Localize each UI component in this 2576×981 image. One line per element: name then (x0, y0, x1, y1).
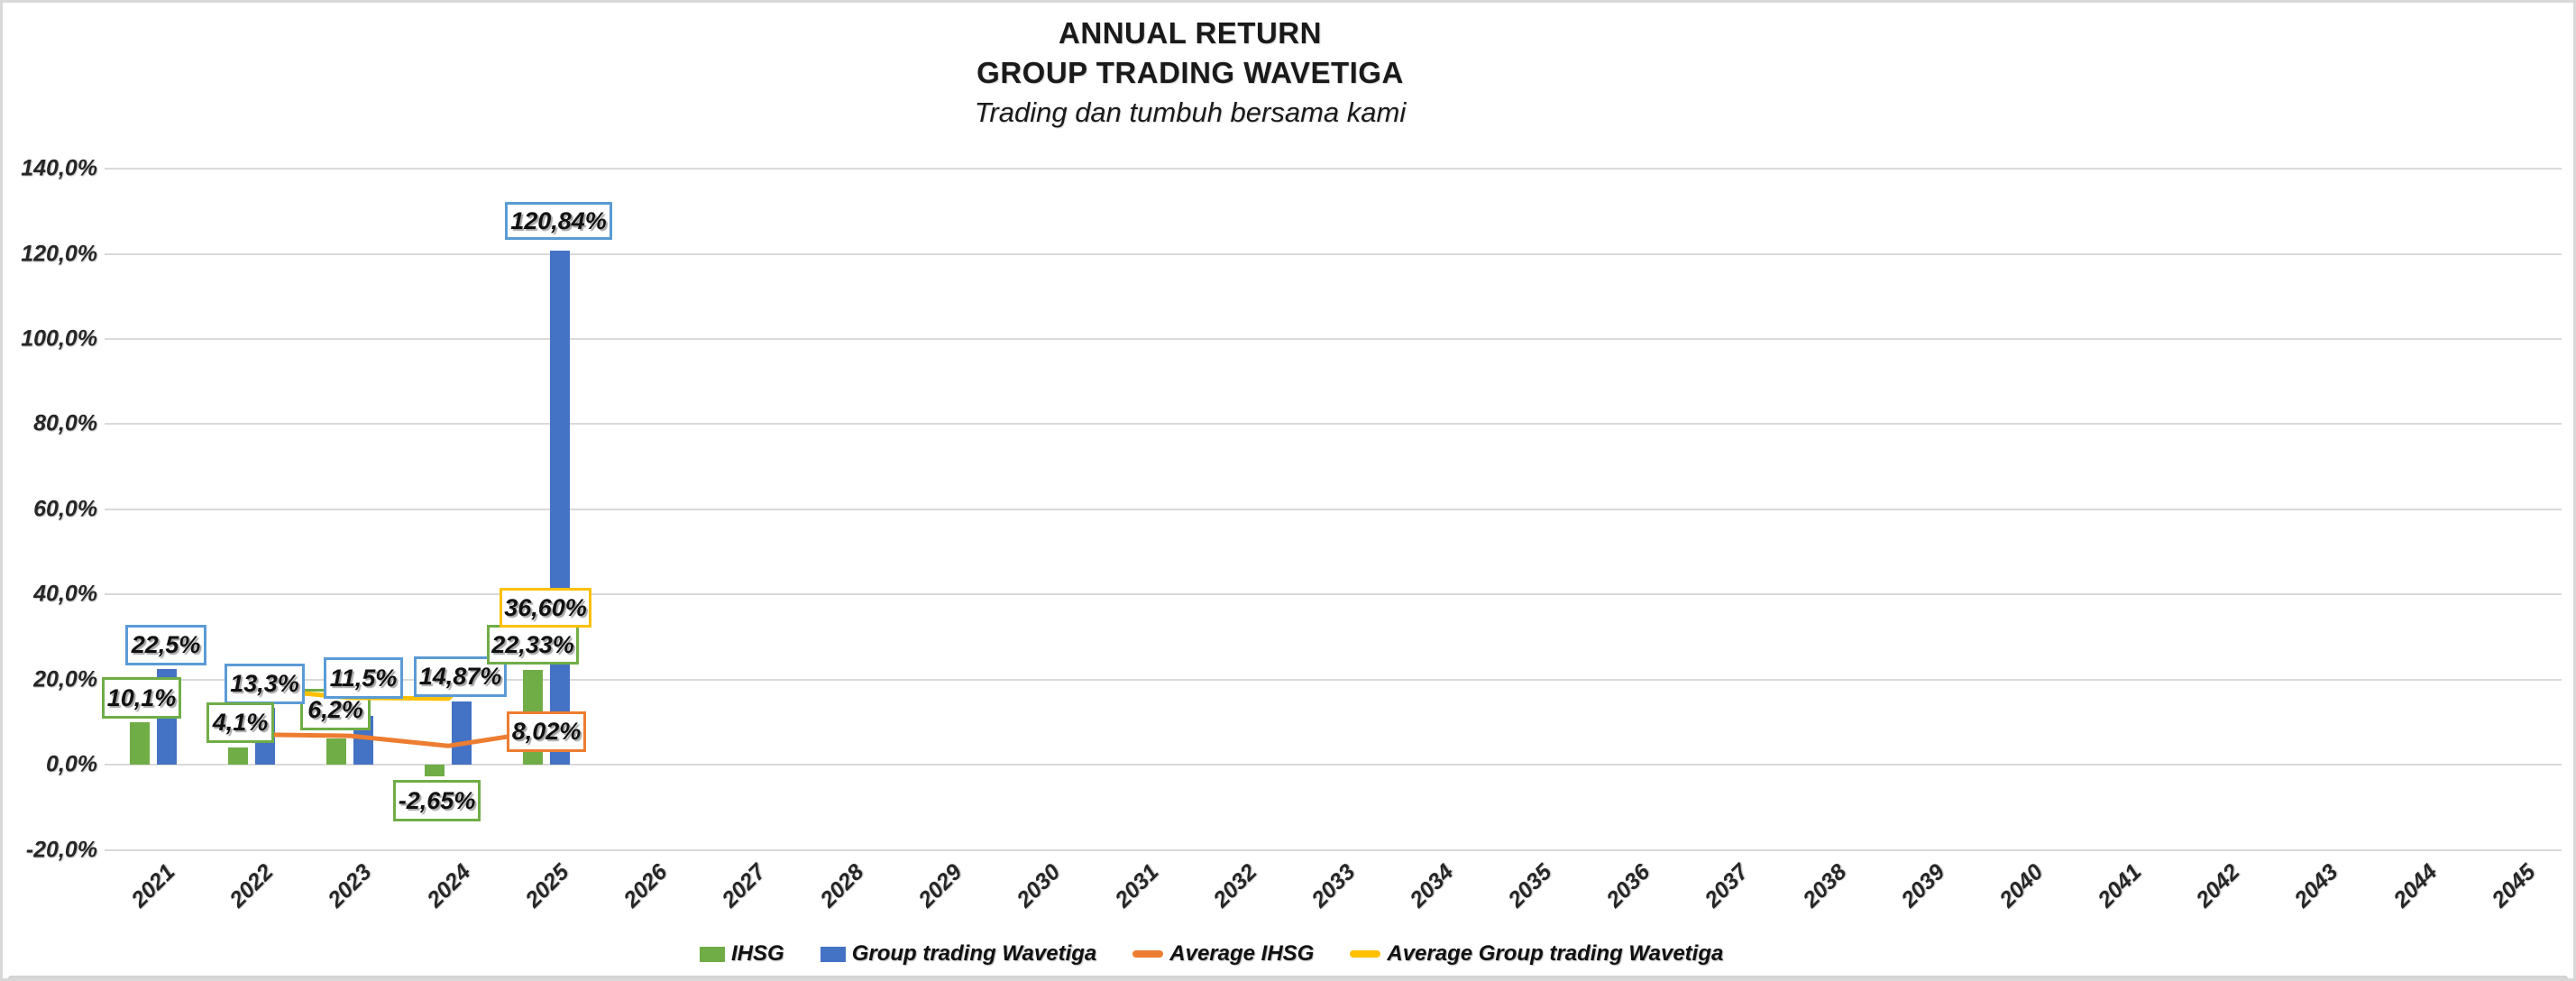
y-axis-tick-label: 100,0% (21, 325, 97, 352)
x-axis-tick-label-2041: 2041 (2093, 859, 2147, 913)
y-axis-tick-label: 80,0% (33, 410, 97, 436)
legend-label: Average IHSG (1169, 941, 1315, 966)
y-axis-tick-label: 40,0% (33, 581, 97, 607)
horizontal-scrollbar[interactable] (8, 976, 2568, 978)
x-axis-tick-label-2023: 2023 (323, 859, 377, 913)
data-label--265[interactable]: -2,65% (393, 780, 481, 821)
x-axis-tick-label-2038: 2038 (1798, 859, 1852, 913)
gridline-0 (105, 764, 2562, 766)
legend-label: Group trading Wavetiga (851, 941, 1097, 966)
x-axis-tick-label-2037: 2037 (1700, 859, 1754, 913)
x-axis-tick-label-2030: 2030 (1012, 859, 1066, 913)
x-axis-tick-label-2035: 2035 (1503, 859, 1557, 913)
data-label-133[interactable]: 13,3% (225, 664, 305, 704)
x-axis-tick-label-2040: 2040 (1994, 859, 2049, 913)
x-axis-tick-label-2025: 2025 (519, 859, 574, 913)
bar-group-trading-wavetiga-2025[interactable] (550, 250, 571, 766)
x-axis-tick-label-2044: 2044 (2388, 859, 2442, 913)
legend-square-swatch-gtw (820, 946, 846, 962)
x-axis-tick-label-2034: 2034 (1405, 859, 1459, 913)
average-lines-layer (249, 606, 549, 748)
y-axis-tick-label: 140,0% (21, 155, 97, 181)
legend-item-ihsg[interactable]: IHSG (700, 941, 784, 967)
gridline-120 (105, 252, 2562, 255)
bar-ihsg-2021[interactable] (130, 721, 150, 766)
x-axis-tick-label-2022: 2022 (225, 859, 279, 913)
data-label-3660[interactable]: 36,60% (500, 588, 591, 628)
data-label-2233[interactable]: 22,33% (487, 625, 579, 665)
gridline-20 (105, 678, 2562, 681)
x-axis-tick-label-2021: 2021 (126, 859, 180, 913)
gridline-140 (105, 168, 2562, 170)
chart-title-block: ANNUAL RETURN GROUP TRADING WAVETIGA Tra… (975, 14, 1406, 133)
legend-line-swatch-avg_gtw (1350, 950, 1381, 958)
data-label-225[interactable]: 22,5% (125, 625, 206, 665)
y-axis-tick-label: 0,0% (46, 751, 97, 777)
x-axis-tick-label-2027: 2027 (716, 859, 771, 913)
line-average-ihsg[interactable] (249, 728, 549, 748)
bar-ihsg-2022[interactable] (228, 747, 249, 766)
x-axis-tick-label-2042: 2042 (2191, 859, 2245, 913)
y-axis-tick-label: 60,0% (33, 496, 97, 522)
x-axis-tick-label-2036: 2036 (1601, 859, 1655, 913)
bar-ihsg-2024[interactable] (425, 765, 445, 776)
y-axis-tick-label: -20,0% (25, 837, 97, 863)
x-axis-tick-label-2032: 2032 (1208, 859, 1262, 913)
legend-label: IHSG (731, 941, 784, 966)
x-axis-tick-label-2029: 2029 (913, 859, 967, 913)
y-axis-tick-label: 20,0% (33, 666, 97, 692)
x-axis-tick-label-2026: 2026 (618, 859, 673, 913)
x-axis-tick-label-2024: 2024 (421, 859, 475, 913)
x-axis-tick-label-2028: 2028 (815, 859, 869, 913)
bar-group-trading-wavetiga-2024[interactable] (452, 701, 472, 766)
legend-square-swatch-ihsg (700, 946, 725, 962)
legend-item-average-group-trading-wavetiga[interactable]: Average Group trading Wavetiga (1350, 941, 1723, 967)
data-label-115[interactable]: 11,5% (324, 657, 403, 699)
gridline-80 (105, 423, 2562, 426)
chart-title-line2: GROUP TRADING WAVETIGA (976, 56, 1404, 89)
x-axis-tick-label-2039: 2039 (1896, 859, 1950, 913)
y-axis-tick-label: 120,0% (21, 241, 97, 267)
x-axis-tick-label-2033: 2033 (1306, 859, 1361, 913)
chart-title-line1: ANNUAL RETURN (1059, 16, 1322, 50)
x-axis-tick-label-2045: 2045 (2486, 859, 2541, 913)
gridline-60 (105, 508, 2562, 510)
x-axis-tick-label-2043: 2043 (2289, 859, 2343, 913)
data-label-12084[interactable]: 120,84% (505, 202, 612, 240)
gridline-100 (105, 338, 2562, 341)
legend-line-swatch-avg_ihsg (1132, 950, 1164, 958)
bar-ihsg-2023[interactable] (326, 738, 347, 766)
data-label-41[interactable]: 4,1% (206, 702, 274, 743)
x-axis-tick-label-2031: 2031 (1110, 859, 1164, 913)
legend-label: Average Group trading Wavetiga (1387, 941, 1724, 966)
gridline--20 (105, 848, 2562, 851)
legend-item-average-ihsg[interactable]: Average IHSG (1132, 941, 1314, 967)
legend-item-group-trading-wavetiga[interactable]: Group trading Wavetiga (820, 941, 1097, 967)
chart-subtitle: Trading dan tumbuh bersama kami (974, 96, 1407, 128)
gridline-40 (105, 593, 2562, 596)
data-label-101[interactable]: 10,1% (102, 677, 181, 719)
data-label-802[interactable]: 8,02% (507, 711, 586, 752)
legend: IHSG Group trading Wavetiga Average IHSG Av… (700, 939, 1723, 969)
